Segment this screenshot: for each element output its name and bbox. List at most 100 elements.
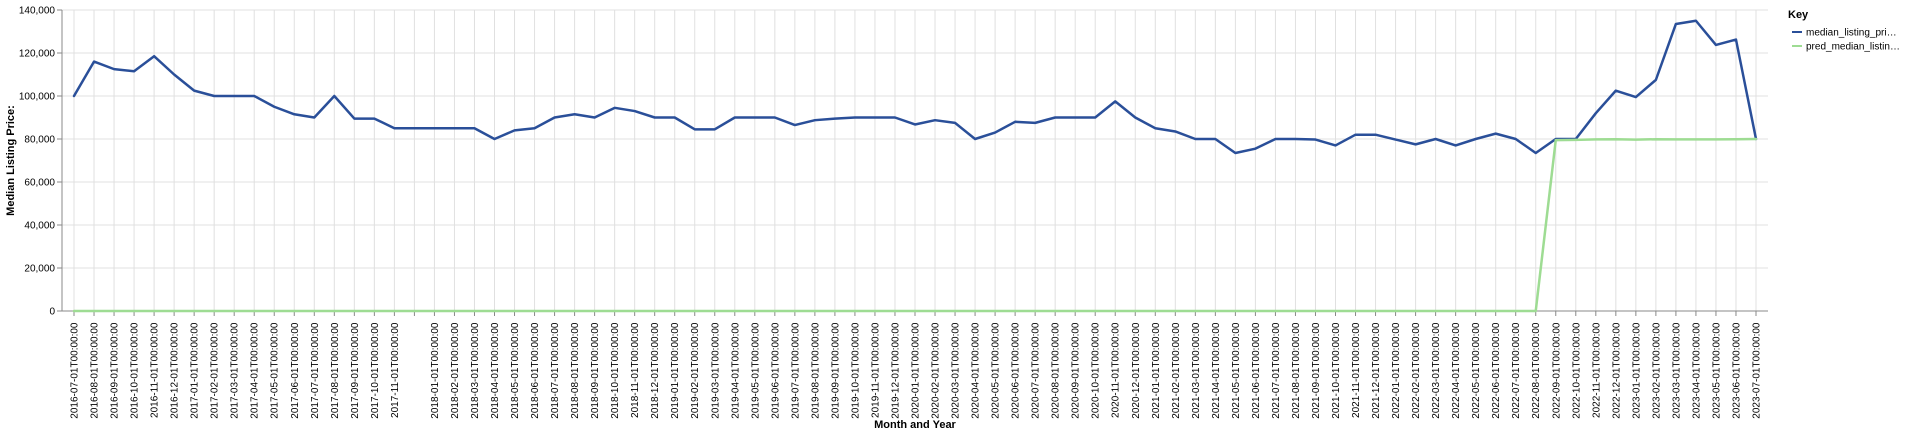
y-tick-label: 60,000 bbox=[24, 178, 55, 189]
y-tick-labels: 0 20,000 40,000 60,000 80,000 100,000 120,000 1… bbox=[19, 6, 56, 318]
x-tick-label: 2023-04-01T00:00:00 bbox=[1691, 322, 1702, 419]
legend-title: Key bbox=[1788, 9, 1809, 21]
y-tick-label: 20,000 bbox=[24, 264, 55, 275]
x-tick-label: 2020-05-01T00:00:00 bbox=[991, 322, 1002, 419]
x-tick-label: 2020-08-01T00:00:00 bbox=[1051, 322, 1062, 419]
x-tick-label: 2019-02-01T00:00:00 bbox=[690, 322, 701, 419]
x-tick-label: 2017-08-01T00:00:00 bbox=[330, 322, 341, 419]
x-tick-label: 2020-04-01T00:00:00 bbox=[971, 322, 982, 419]
x-tick-label: 2017-04-01T00:00:00 bbox=[250, 322, 261, 419]
x-tick-label: 2019-11-01T00:00:00 bbox=[870, 322, 881, 418]
x-tick-label: 2016-08-01T00:00:00 bbox=[90, 322, 101, 419]
x-tick-label: 2023-05-01T00:00:00 bbox=[1711, 322, 1722, 419]
x-tick-label: 2023-02-01T00:00:00 bbox=[1651, 322, 1662, 419]
x-tick-labels: 2016-07-01T00:00:00 2016-08-01T00:00:00 20… bbox=[70, 322, 1763, 419]
x-tick-label: 2016-09-01T00:00:00 bbox=[110, 322, 121, 419]
x-tick-label: 2020-06-01T00:00:00 bbox=[1011, 322, 1022, 419]
x-tick-label: 2022-05-01T00:00:00 bbox=[1471, 322, 1482, 419]
x-tick-label: 2021-06-01T00:00:00 bbox=[1251, 322, 1262, 419]
x-tick-label: 2016-12-01T00:00:00 bbox=[170, 322, 181, 419]
x-tick-label: 2021-09-01T00:00:00 bbox=[1311, 322, 1322, 419]
x-tick-label: 2017-11-01T00:00:00 bbox=[390, 322, 401, 418]
x-tick-label: 2017-05-01T00:00:00 bbox=[270, 322, 281, 419]
series-lines bbox=[72, 19, 1758, 313]
x-tick-label: 2023-01-01T00:00:00 bbox=[1631, 322, 1642, 419]
x-axis-title: Month and Year bbox=[874, 419, 956, 431]
x-tick-label: 2022-04-01T00:00:00 bbox=[1451, 322, 1462, 419]
x-tick-label: 2022-02-01T00:00:00 bbox=[1411, 322, 1422, 419]
x-tick-label: 2021-03-01T00:00:00 bbox=[1191, 322, 1202, 419]
x-tick-label: 2020-11-01T00:00:00 bbox=[1111, 322, 1122, 418]
x-tick-label: 2018-08-01T00:00:00 bbox=[570, 322, 581, 419]
x-tick-label: 2018-07-01T00:00:00 bbox=[550, 322, 561, 419]
x-tick-label: 2018-11-01T00:00:00 bbox=[630, 322, 641, 418]
x-tick-label: 2017-02-01T00:00:00 bbox=[210, 322, 221, 419]
series-line-2 bbox=[72, 137, 1758, 313]
x-tick-label: 2022-08-01T00:00:00 bbox=[1531, 322, 1542, 419]
y-axis-title: Median Listing Price: bbox=[5, 105, 17, 216]
x-tick-label: 2020-12-01T00:00:00 bbox=[1131, 322, 1142, 419]
x-tick-label: 2017-01-01T00:00:00 bbox=[190, 322, 201, 419]
x-tick-label: 2020-09-01T00:00:00 bbox=[1071, 322, 1082, 419]
x-tick-label: 2018-10-01T00:00:00 bbox=[610, 322, 621, 419]
x-tick-label: 2020-01-01T00:00:00 bbox=[911, 322, 922, 419]
x-tick-label: 2021-05-01T00:00:00 bbox=[1231, 322, 1242, 419]
x-tick-label: 2022-07-01T00:00:00 bbox=[1511, 322, 1522, 419]
x-tick-label: 2021-12-01T00:00:00 bbox=[1371, 322, 1382, 419]
x-tick-label: 2019-05-01T00:00:00 bbox=[750, 322, 761, 419]
y-tick-label: 100,000 bbox=[19, 92, 56, 103]
x-tick-label: 2020-03-01T00:00:00 bbox=[951, 322, 962, 419]
x-tick-label: 2019-01-01T00:00:00 bbox=[670, 322, 681, 419]
x-tick-label: 2018-03-01T00:00:00 bbox=[470, 322, 481, 419]
x-tick-label: 2019-07-01T00:00:00 bbox=[790, 322, 801, 419]
x-tick-label: 2017-03-01T00:00:00 bbox=[230, 322, 241, 419]
x-tick-label: 2018-09-01T00:00:00 bbox=[590, 322, 601, 419]
x-tick-label: 2017-07-01T00:00:00 bbox=[310, 322, 321, 419]
x-tick-label: 2019-06-01T00:00:00 bbox=[770, 322, 781, 419]
x-tick-label: 2020-02-01T00:00:00 bbox=[931, 322, 942, 419]
x-tick-label: 2021-04-01T00:00:00 bbox=[1211, 322, 1222, 419]
x-tick-label: 2022-03-01T00:00:00 bbox=[1431, 322, 1442, 419]
y-tick-label: 140,000 bbox=[19, 6, 56, 17]
x-tick-label: 2023-07-01T00:00:00 bbox=[1752, 322, 1763, 419]
x-tick-label: 2020-10-01T00:00:00 bbox=[1091, 322, 1102, 419]
x-tick-label: 2017-06-01T00:00:00 bbox=[290, 322, 301, 419]
y-tick-label: 80,000 bbox=[24, 135, 55, 146]
x-tick-label: 2019-12-01T00:00:00 bbox=[890, 322, 901, 419]
x-tick-label: 2019-04-01T00:00:00 bbox=[730, 322, 741, 419]
x-tick-label: 2023-03-01T00:00:00 bbox=[1671, 322, 1682, 419]
x-tick-label: 2022-12-01T00:00:00 bbox=[1611, 322, 1622, 419]
x-tick-label: 2017-10-01T00:00:00 bbox=[370, 322, 381, 419]
axes bbox=[57, 9, 1768, 316]
x-tick-label: 2021-10-01T00:00:00 bbox=[1331, 322, 1342, 419]
x-tick-label: 2016-07-01T00:00:00 bbox=[70, 322, 81, 419]
x-tick-label: 2022-09-01T00:00:00 bbox=[1551, 322, 1562, 419]
legend-label-2: pred_median_listin… bbox=[1806, 42, 1900, 53]
x-tick-label: 2021-01-01T00:00:00 bbox=[1151, 322, 1162, 419]
legend: Key median_listing_pri… pred_median_listi… bbox=[1788, 9, 1900, 53]
x-tick-label: 2019-03-01T00:00:00 bbox=[710, 322, 721, 419]
gridlines bbox=[62, 9, 1768, 312]
x-tick-label: 2018-12-01T00:00:00 bbox=[650, 322, 661, 419]
y-tick-label: 0 bbox=[49, 307, 55, 318]
x-tick-label: 2016-10-01T00:00:00 bbox=[130, 322, 141, 419]
x-tick-label: 2021-07-01T00:00:00 bbox=[1271, 322, 1282, 419]
x-tick-label: 2022-01-01T00:00:00 bbox=[1391, 322, 1402, 419]
x-tick-label: 2021-02-01T00:00:00 bbox=[1171, 322, 1182, 419]
legend-entries: median_listing_pri… pred_median_listin… bbox=[1792, 28, 1900, 53]
x-tick-label: 2021-11-01T00:00:00 bbox=[1351, 322, 1362, 418]
x-tick-label: 2021-08-01T00:00:00 bbox=[1291, 322, 1302, 419]
legend-label-1: median_listing_pri… bbox=[1806, 28, 1897, 39]
series-line-1 bbox=[72, 19, 1758, 155]
x-tick-label: 2019-09-01T00:00:00 bbox=[830, 322, 841, 419]
x-tick-label: 2022-10-01T00:00:00 bbox=[1571, 322, 1582, 419]
x-tick-label: 2022-11-01T00:00:00 bbox=[1591, 322, 1602, 418]
x-tick-label: 2016-11-01T00:00:00 bbox=[150, 322, 161, 418]
x-tick-label: 2018-06-01T00:00:00 bbox=[530, 322, 541, 419]
x-tick-label: 2018-01-01T00:00:00 bbox=[430, 322, 441, 419]
y-tick-label: 40,000 bbox=[24, 221, 55, 232]
y-tick-label: 120,000 bbox=[19, 49, 56, 60]
x-tick-label: 2023-06-01T00:00:00 bbox=[1731, 322, 1742, 419]
x-tick-label: 2018-05-01T00:00:00 bbox=[510, 322, 521, 419]
